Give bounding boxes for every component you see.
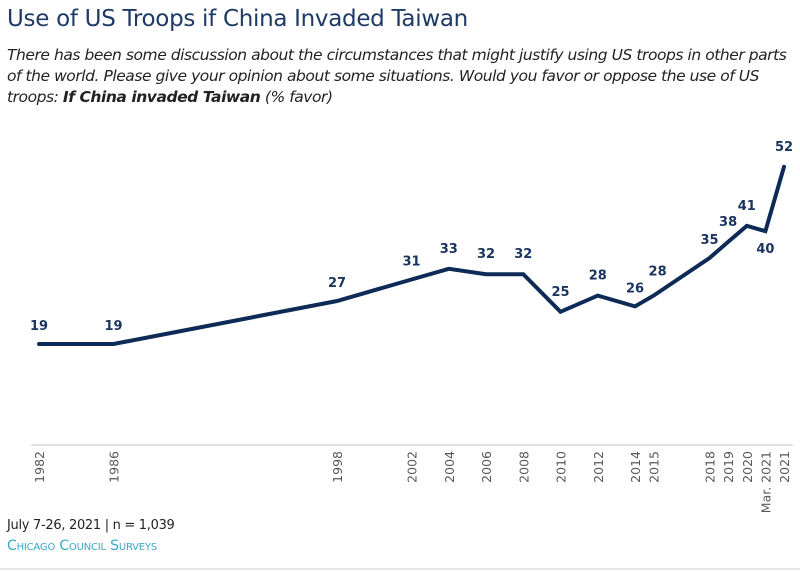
x-tick-label: 2021 xyxy=(777,451,792,483)
x-tick-label: 1982 xyxy=(32,451,47,483)
x-tick-label: 2020 xyxy=(740,451,755,483)
data-label: 19 xyxy=(104,319,122,334)
x-tick-label: 1986 xyxy=(107,451,122,483)
data-label: 32 xyxy=(477,247,495,262)
data-label: 52 xyxy=(775,140,793,155)
data-label: 19 xyxy=(30,319,48,334)
question-body: There has been some discussion about the… xyxy=(7,46,787,106)
question-item: If China invaded Taiwan xyxy=(62,88,261,106)
x-tick-label: 2018 xyxy=(703,451,718,483)
x-tick-labels: 1982 1986 1998 2002 2004 2006 2008 2010 2012 2014… xyxy=(32,451,792,513)
x-tick-label: 2015 xyxy=(647,451,662,483)
question-text: There has been some discussion about the… xyxy=(7,45,797,108)
x-tick-label: 2004 xyxy=(442,451,457,483)
x-tick-label: Mar. 2021 xyxy=(758,451,773,513)
bottom-divider xyxy=(0,568,800,570)
question-suffix: (% favor) xyxy=(260,88,333,106)
data-label: 32 xyxy=(514,247,532,262)
x-tick-label: 2019 xyxy=(721,451,736,483)
x-tick-label: 2014 xyxy=(628,451,643,483)
x-tick-label: 2010 xyxy=(554,451,569,483)
data-label: 25 xyxy=(551,285,569,300)
fieldwork-note: July 7-26, 2021 | n = 1,039 xyxy=(7,518,175,533)
x-tick-label: 1998 xyxy=(330,451,345,483)
x-tick-label: 2008 xyxy=(516,451,531,483)
data-label: 26 xyxy=(626,281,644,296)
data-label: 35 xyxy=(700,233,718,248)
x-tick-label: 2006 xyxy=(479,451,494,483)
source-brand: Chicago Council Surveys xyxy=(7,538,157,554)
series-line-favor xyxy=(37,164,786,346)
x-tick-label: 2002 xyxy=(405,451,420,483)
x-tick-label: 2012 xyxy=(591,451,606,483)
chart-title: Use of US Troops if China Invaded Taiwan xyxy=(7,6,468,32)
data-label: 31 xyxy=(402,255,420,270)
data-label: 40 xyxy=(756,242,774,257)
data-label: 28 xyxy=(589,269,607,284)
data-label: 38 xyxy=(719,215,737,230)
data-label: 28 xyxy=(649,265,667,280)
data-label: 41 xyxy=(738,199,756,214)
data-label: 33 xyxy=(440,242,458,257)
data-label: 27 xyxy=(328,276,346,291)
